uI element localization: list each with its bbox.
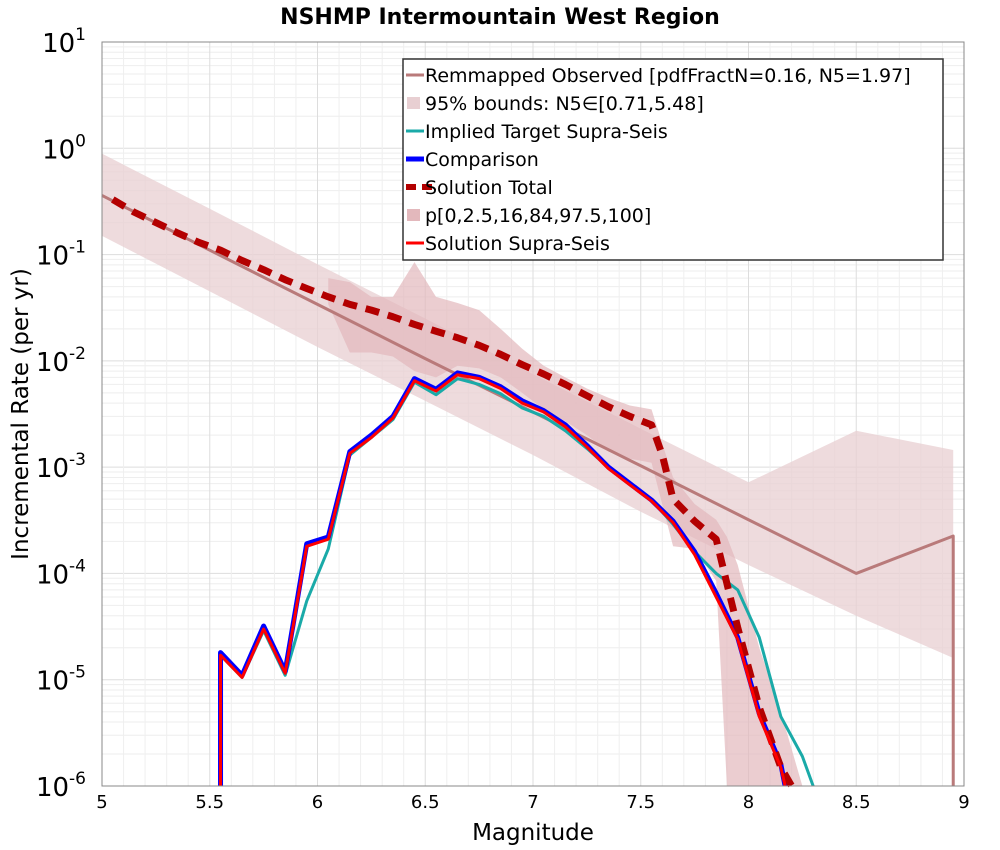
y-tick-label: 10-2 <box>36 344 86 378</box>
x-tick-label: 7.5 <box>626 792 655 813</box>
series-line-3 <box>110 196 795 788</box>
x-axis-ticks: 5 5.5 6 6.5 7 7.5 8 8.5 9 <box>96 792 969 813</box>
series-line-4 <box>219 373 787 787</box>
series-line-0 <box>101 194 955 786</box>
legend-box <box>402 58 944 261</box>
series-layer <box>101 194 955 788</box>
legend-swatch <box>407 97 420 109</box>
plot-frame <box>101 41 965 787</box>
y-tick-label: 100 <box>42 131 86 165</box>
x-tick-label: 8 <box>743 792 754 813</box>
x-axis-label: Magnitude <box>472 820 594 846</box>
y-tick-label: 10-5 <box>36 663 86 697</box>
chart-title: NSHMP Intermountain West Region <box>280 5 720 30</box>
y-tick-label: 10-3 <box>36 450 86 484</box>
legend-label: Solution Total <box>425 177 553 199</box>
y-tick-label: 10-4 <box>36 556 86 590</box>
y-axis-ticks: 101 100 10-1 10-2 10-3 10-4 10-5 10-6 <box>36 25 86 803</box>
x-tick-label: 6 <box>312 792 323 813</box>
x-tick-label: 5 <box>96 792 107 813</box>
legend: Remmapped Observed [pdfFractN=0.16, N5=1… <box>402 58 944 261</box>
legend-label: 95% bounds: N5∈[0.71,5.48] <box>425 93 704 115</box>
y-axis-label: Incremental Rate (per yr) <box>8 268 34 560</box>
x-tick-label: 5.5 <box>195 792 224 813</box>
legend-label: Remmapped Observed [pdfFractN=0.16, N5=1… <box>425 65 911 87</box>
x-tick-label: 8.5 <box>842 792 871 813</box>
legend-label: Solution Supra-Seis <box>425 233 610 255</box>
legend-label: Comparison <box>425 149 539 171</box>
legend-label: p[0,2.5,16,84,97.5,100] <box>425 205 651 227</box>
y-tick-label: 10-6 <box>36 769 86 803</box>
y-tick-label: 10-1 <box>36 238 86 272</box>
legend-label: Implied Target Supra-Seis <box>425 121 668 143</box>
x-tick-label: 6.5 <box>411 792 440 813</box>
x-tick-label: 7 <box>527 792 538 813</box>
y-tick-label: 101 <box>42 25 86 59</box>
legend-swatch <box>407 209 420 221</box>
x-tick-label: 9 <box>958 792 969 813</box>
